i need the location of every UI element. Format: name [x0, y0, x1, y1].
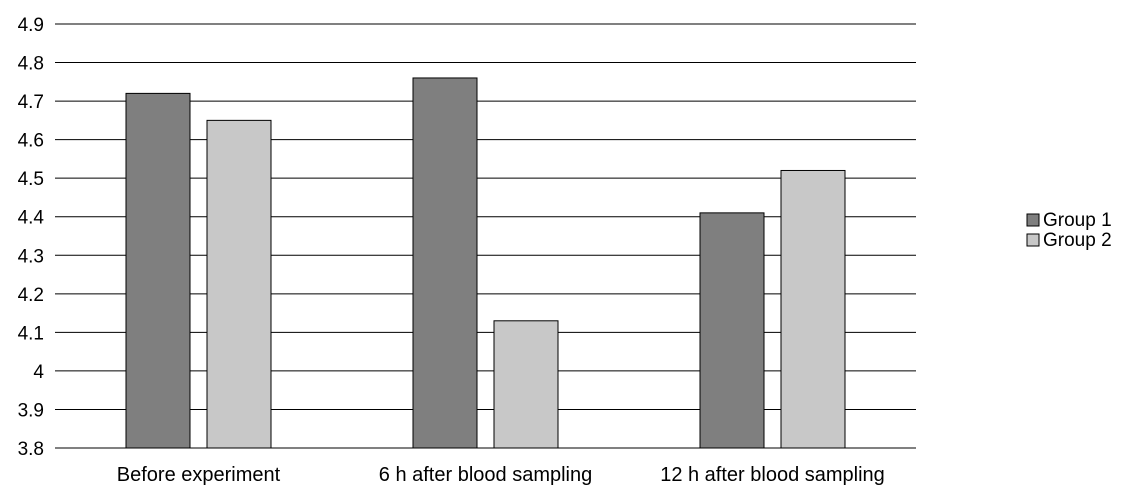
x-category-label: 6 h after blood sampling — [379, 464, 592, 486]
y-tick-label: 3.8 — [18, 439, 44, 460]
legend-label: Group 2 — [1043, 230, 1112, 251]
bar-group-1-2 — [699, 212, 765, 449]
y-tick-label: 4.5 — [18, 169, 44, 190]
legend-swatch — [1026, 213, 1040, 227]
y-tick-label: 4.1 — [18, 323, 44, 344]
y-tick-label: 4.9 — [18, 15, 44, 36]
y-tick-label: 4 — [33, 362, 44, 383]
y-tick-label: 4.3 — [18, 246, 44, 267]
legend-label: Group 1 — [1043, 210, 1112, 231]
y-tick-label: 4.4 — [18, 208, 45, 229]
y-tick-label: 4.7 — [18, 92, 44, 113]
y-axis-ticks: 3.8 3.9 4 4.1 4.2 4.3 4.4 4.5 4.6 4.7 4.8 4.9 — [18, 15, 45, 460]
x-axis-labels: Before experiment 6 h after blood samplin… — [117, 464, 885, 486]
bar-group-2-0 — [206, 119, 272, 449]
legend-swatch — [1026, 233, 1040, 247]
x-category-label: Before experiment — [117, 464, 281, 486]
bars — [125, 77, 846, 449]
gridlines — [55, 23, 916, 449]
y-tick-label: 4.2 — [18, 285, 44, 306]
y-tick-label: 4.6 — [18, 131, 44, 152]
x-category-label: 12 h after blood sampling — [660, 464, 885, 486]
bar-group-2-1 — [493, 320, 559, 449]
y-tick-label: 3.9 — [18, 400, 44, 421]
bar-group-1-1 — [412, 77, 478, 449]
bar-group-1-0 — [125, 92, 191, 449]
y-tick-label: 4.8 — [18, 54, 44, 75]
bar-group-2-2 — [780, 169, 846, 449]
